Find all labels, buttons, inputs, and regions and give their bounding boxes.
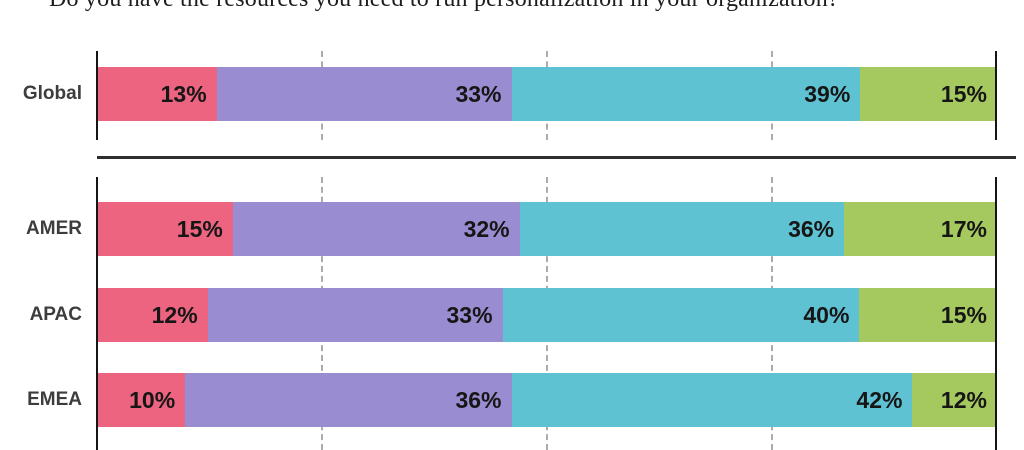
bar-segment-series-purple: 36% (185, 373, 512, 427)
segment-value-label: 13% (160, 80, 207, 107)
segment-value-label: 36% (455, 386, 502, 413)
segment-value-label: 15% (940, 301, 987, 328)
segment-value-label: 40% (803, 301, 850, 328)
axis-line-right-global (995, 51, 997, 140)
bar-row-amer: AMER 15% 32% 36% 17% (0, 202, 1024, 256)
bar-segment-series-purple: 33% (207, 288, 503, 342)
bar-row-apac: APAC 12% 33% 40% 15% (0, 288, 1024, 342)
group-separator-line (97, 156, 1016, 159)
segment-value-label: 33% (446, 301, 493, 328)
chart-title: Do you have the resources you need to ru… (49, 0, 839, 13)
bar-segment-series-purple: 33% (216, 67, 512, 121)
bar-segment-series-purple: 32% (232, 202, 520, 256)
segment-value-label: 17% (940, 215, 987, 242)
segment-value-label: 32% (463, 215, 510, 242)
bar-segment-series-teal: 42% (511, 373, 913, 427)
segment-value-label: 15% (176, 215, 223, 242)
segment-value-label: 15% (940, 80, 987, 107)
stacked-bar-emea: 10% 36% 42% 12% (98, 373, 997, 427)
axis-line-right-regions (995, 177, 997, 450)
bar-segment-series-green: 15% (860, 67, 997, 121)
axis-line-left-global (96, 51, 98, 140)
bar-row-emea: EMEA 10% 36% 42% 12% (0, 373, 1024, 427)
row-label-apac: APAC (29, 304, 82, 325)
row-label-amer: AMER (26, 218, 82, 239)
row-label-emea: EMEA (27, 389, 82, 410)
segment-value-label: 12% (151, 301, 198, 328)
stacked-bar-amer: 15% 32% 36% 17% (98, 202, 997, 256)
bar-segment-series-green: 12% (912, 373, 997, 427)
bar-segment-series-green: 15% (859, 288, 997, 342)
bar-segment-series-pink: 15% (98, 202, 233, 256)
bar-segment-series-pink: 13% (98, 67, 217, 121)
segment-value-label: 36% (788, 215, 835, 242)
segment-value-label: 12% (940, 386, 987, 413)
bar-row-global: Global 13% 33% 39% 15% (0, 67, 1024, 121)
segment-value-label: 33% (455, 80, 502, 107)
bar-segment-series-pink: 10% (98, 373, 186, 427)
segment-value-label: 10% (129, 386, 176, 413)
axis-line-left-regions (96, 177, 98, 450)
stacked-bar-global: 13% 33% 39% 15% (98, 67, 997, 121)
bar-segment-series-pink: 12% (98, 288, 208, 342)
segment-value-label: 39% (804, 80, 851, 107)
bar-segment-series-teal: 36% (519, 202, 845, 256)
segment-value-label: 42% (856, 386, 903, 413)
bar-segment-series-green: 17% (844, 202, 997, 256)
row-label-global: Global (22, 83, 82, 104)
bar-segment-series-teal: 39% (511, 67, 861, 121)
bar-segment-series-teal: 40% (502, 288, 860, 342)
stacked-bar-apac: 12% 33% 40% 15% (98, 288, 997, 342)
